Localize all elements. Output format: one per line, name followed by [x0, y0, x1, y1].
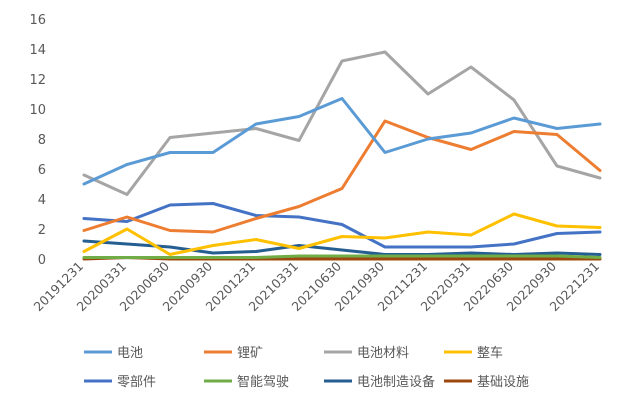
legend-label: 整车	[477, 345, 503, 361]
x-axis: 2019123120200331202006302020093020201231…	[31, 258, 603, 314]
series-line-0	[82, 97, 602, 186]
y-tick-label: 12	[29, 73, 46, 88]
y-tick-label: 10	[29, 103, 46, 118]
series-line-4	[82, 202, 602, 249]
y-tick-label: 16	[29, 13, 46, 28]
series-line-5	[82, 254, 602, 259]
y-axis: 0 2 4 6 8 10 12 14 16	[29, 13, 46, 268]
legend-label: 零部件	[117, 375, 156, 390]
y-tick-label: 14	[29, 43, 46, 58]
series-line-2	[82, 50, 602, 196]
plot-area	[82, 50, 602, 261]
legend-label: 电池材料	[357, 346, 409, 361]
y-tick-label: 2	[38, 223, 46, 238]
y-tick-label: 6	[38, 163, 46, 178]
series-line-1	[82, 119, 602, 234]
y-tick-label: 8	[38, 133, 46, 148]
legend-label: 智能驾驶	[237, 375, 289, 390]
legend-label: 电池制造设备	[357, 374, 435, 390]
legend-label: 锂矿	[237, 346, 263, 361]
series-line-3	[82, 212, 602, 256]
y-tick-label: 0	[38, 253, 46, 268]
y-tick-label: 4	[38, 193, 46, 208]
legend-label: 电池	[117, 346, 143, 361]
legend-label: 基础设施	[477, 375, 529, 390]
